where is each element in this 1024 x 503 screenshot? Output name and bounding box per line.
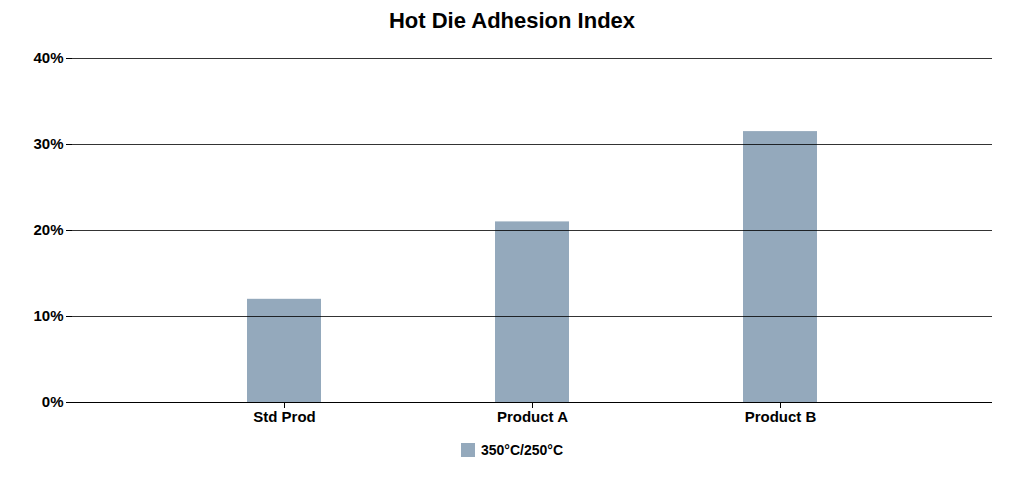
html-text:Hot Die Adhesion Index: Hot Die Adhesion Index <box>389 8 635 33</box>
svg-text:40%: 40% <box>33 49 63 66</box>
svg-text:Product B: Product B <box>745 408 817 425</box>
svg-text:Std Prod: Std Prod <box>253 408 316 425</box>
html-text:350°C/250°C: 350°C/250°C <box>481 442 563 458</box>
svg-text:30%: 30% <box>33 135 63 152</box>
svg-text:0%: 0% <box>42 393 64 410</box>
svg-text:20%: 20% <box>33 221 63 238</box>
svg-text:Product A: Product A <box>497 408 568 425</box>
svg-text:10%: 10% <box>33 307 63 324</box>
